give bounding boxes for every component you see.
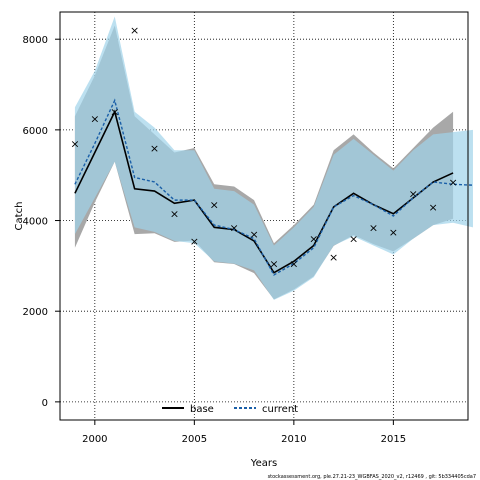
legend: base current [162, 404, 298, 415]
band-current [74, 16, 473, 300]
line-base [74, 109, 454, 274]
observation-marker: × [230, 221, 239, 234]
observation-marker: × [190, 235, 199, 248]
observation-marker: × [110, 106, 119, 119]
y-tick-label: 8000 [23, 35, 48, 46]
y-axis-title: Catch [14, 202, 25, 231]
observation-marker: × [249, 228, 258, 241]
x-tick-label: 2015 [381, 434, 406, 445]
observation-marker: × [448, 176, 457, 189]
observation-points: × × × × × × × × × × × × × × × × × × × × [70, 24, 457, 270]
x-axis-title: Years [250, 458, 277, 469]
y-tick-label: 0 [42, 398, 48, 409]
y-tick-label: 2000 [23, 307, 48, 318]
y-axis: 0 2000 4000 6000 8000 [23, 35, 60, 409]
observation-marker: × [409, 187, 418, 200]
observation-marker: × [329, 251, 338, 264]
observation-marker: × [369, 221, 378, 234]
legend-label-current: current [262, 404, 298, 415]
x-tick-label: 2010 [281, 434, 306, 445]
observation-marker: × [269, 258, 278, 271]
observation-marker: × [309, 233, 318, 246]
observation-marker: × [130, 24, 139, 37]
y-tick-label: 4000 [23, 217, 48, 228]
x-axis: 2000 2005 2010 2015 [82, 420, 406, 445]
x-tick-label: 2000 [82, 434, 107, 445]
line-current [74, 98, 474, 276]
observation-marker: × [389, 226, 398, 239]
legend-label-base: base [190, 404, 214, 415]
observation-marker: × [170, 208, 179, 221]
series-lines [74, 98, 474, 276]
observation-marker: × [210, 199, 219, 212]
observation-marker: × [429, 201, 438, 214]
observation-marker: × [349, 233, 358, 246]
x-tick-label: 2005 [182, 434, 207, 445]
footer-note: stockassessment.org, ple.27.21-23_WGBFAS… [268, 474, 476, 480]
observation-marker: × [150, 142, 159, 155]
observation-marker: × [289, 258, 298, 271]
observation-marker: × [70, 137, 79, 150]
y-tick-label: 6000 [23, 126, 48, 137]
plot-frame [59, 11, 469, 421]
confidence-bands [74, 16, 473, 300]
observation-marker: × [90, 113, 99, 126]
